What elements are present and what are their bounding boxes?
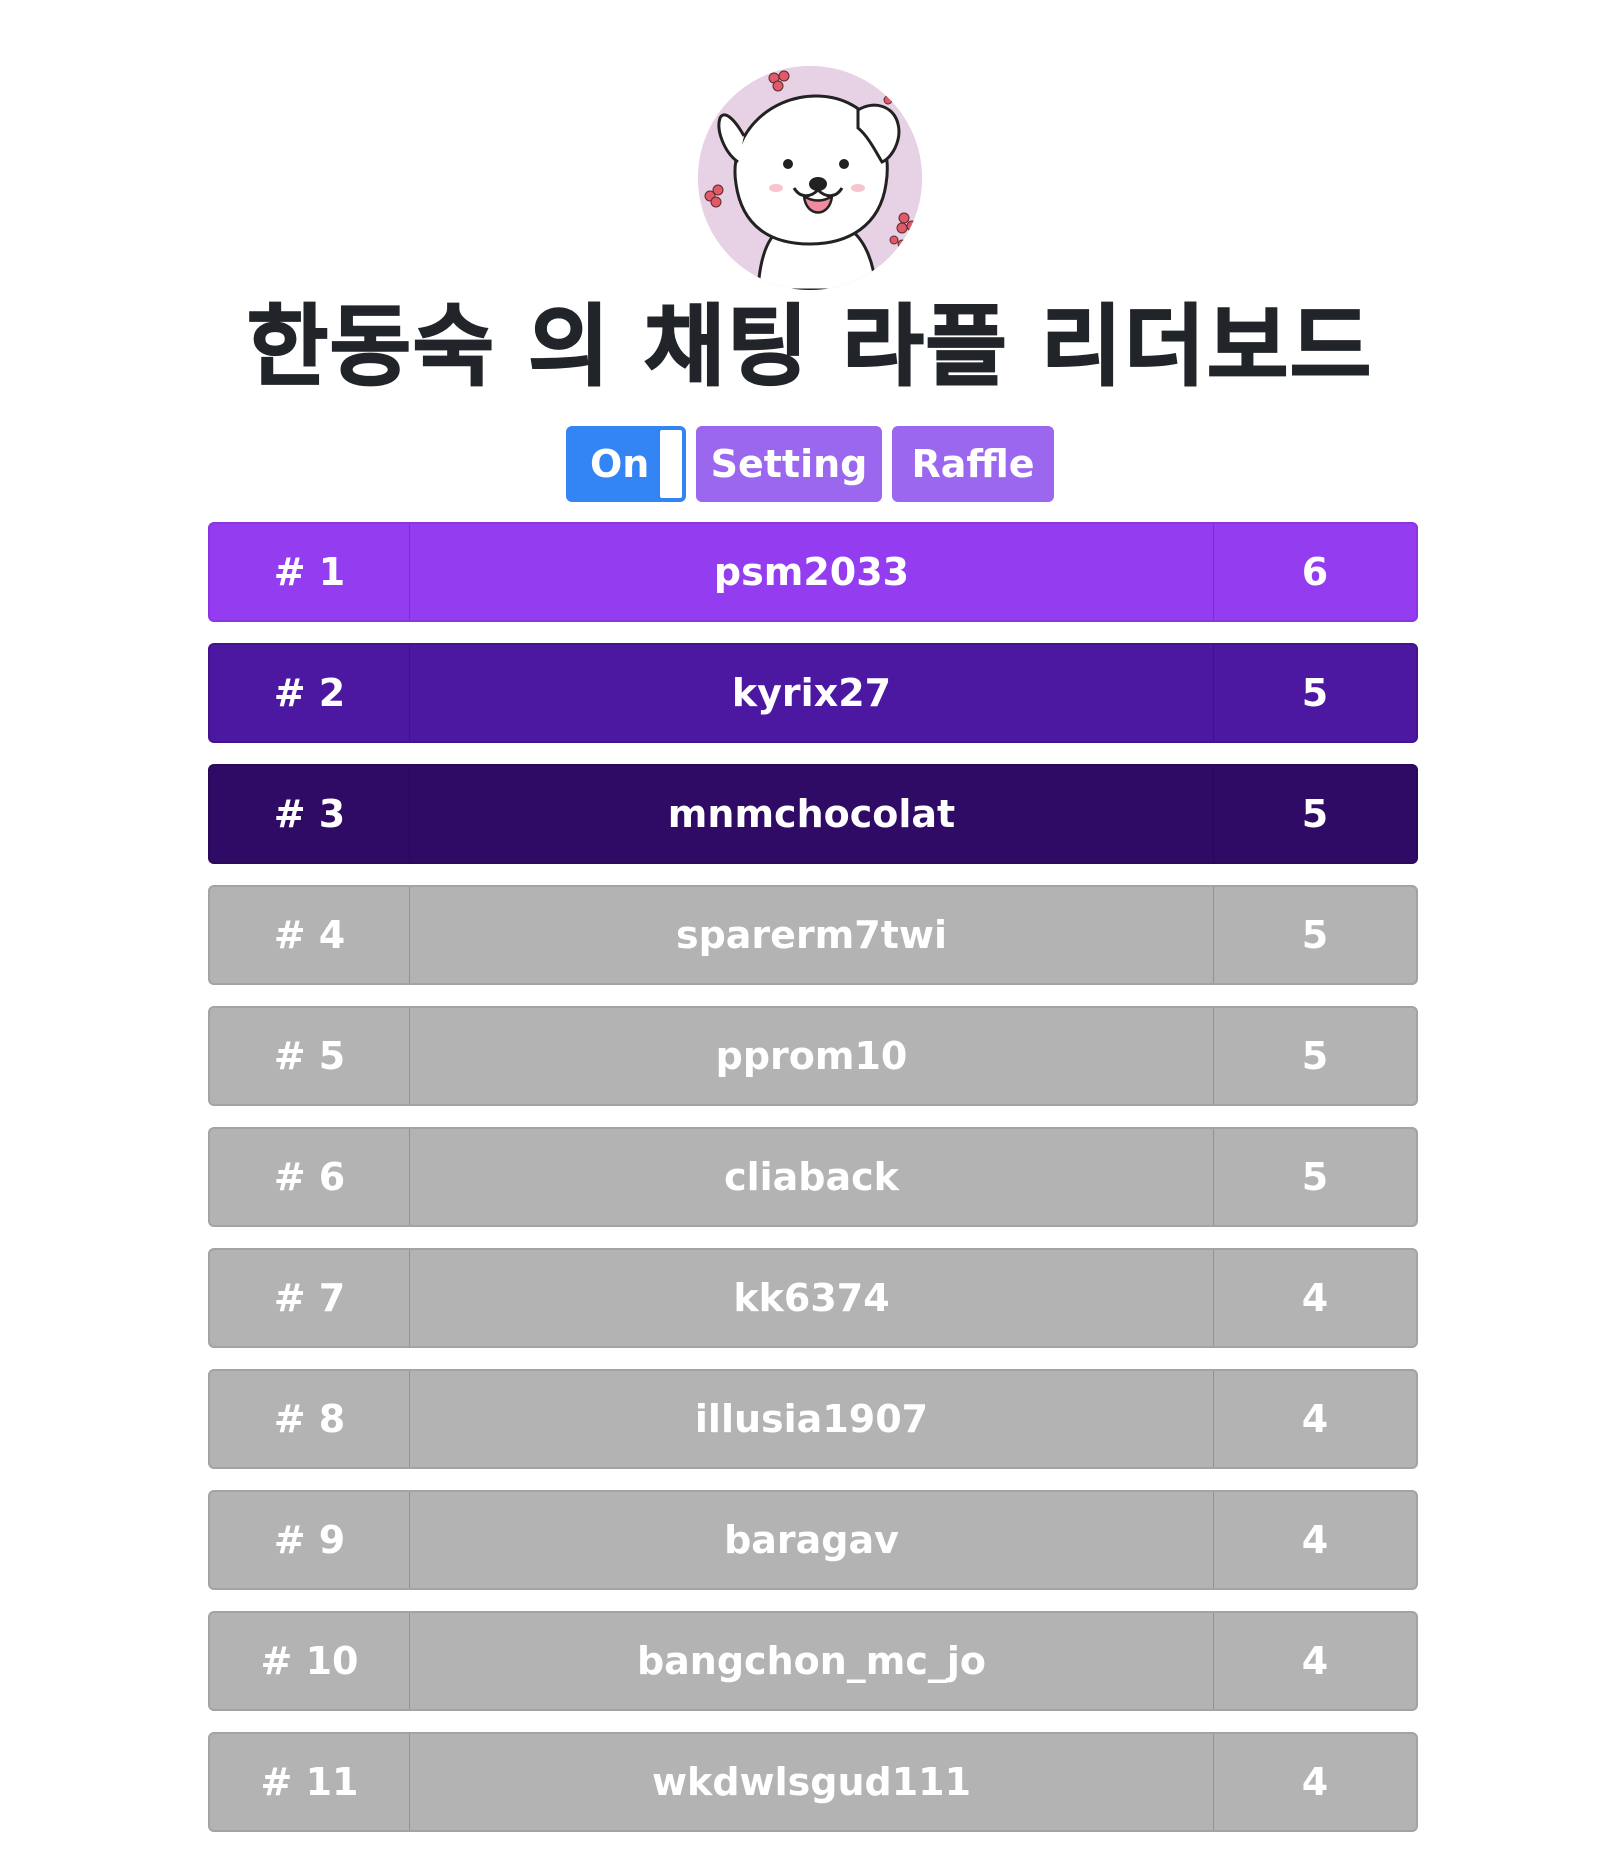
control-bar: On Setting Raffle: [0, 426, 1600, 502]
leaderboard-row: # 1 psm2033 6: [208, 522, 1418, 622]
score-cell: 5: [1301, 1034, 1329, 1078]
rank-cell: # 2: [210, 645, 410, 741]
rank-cell: # 4: [210, 887, 410, 983]
raffle-button[interactable]: Raffle: [892, 426, 1054, 502]
leaderboard-row: # 6 cliaback 5: [208, 1127, 1418, 1227]
dog-avatar: [698, 66, 922, 290]
score-cell: 5: [1301, 1155, 1329, 1199]
rank-cell: # 5: [210, 1008, 410, 1104]
score-cell: 4: [1301, 1397, 1329, 1441]
username-cell: pprom10: [410, 1008, 1214, 1104]
rank-cell: # 1: [210, 524, 410, 620]
score-cell: 5: [1301, 913, 1329, 957]
score-cell: 4: [1301, 1518, 1329, 1562]
leaderboard-row: # 11 wkdwlsgud111 4: [208, 1732, 1418, 1832]
toggle-knob[interactable]: [658, 428, 684, 500]
rank-cell: # 8: [210, 1371, 410, 1467]
username-cell: sparerm7twi: [410, 887, 1214, 983]
page-title: 한동숙 의 채팅 라플 리더보드: [246, 294, 1374, 399]
toggle-label: On: [590, 442, 650, 486]
leaderboard-row: # 7 kk6374 4: [208, 1248, 1418, 1348]
rank-cell: # 7: [210, 1250, 410, 1346]
rank-cell: # 11: [210, 1734, 410, 1830]
username-cell: bangchon_mc_jo: [410, 1613, 1214, 1709]
score-cell: 6: [1301, 550, 1329, 594]
username-cell: mnmchocolat: [410, 766, 1214, 862]
score-cell: 4: [1301, 1276, 1329, 1320]
username-cell: cliaback: [410, 1129, 1214, 1225]
username-cell: wkdwlsgud111: [410, 1734, 1214, 1830]
leaderboard-row: # 9 baragav 4: [208, 1490, 1418, 1590]
leaderboard-row: # 10 bangchon_mc_jo 4: [208, 1611, 1418, 1711]
leaderboard: # 1 psm2033 6 # 2 kyrix27 5 # 3 mnmchoco…: [208, 522, 1418, 1853]
rank-cell: # 9: [210, 1492, 410, 1588]
score-cell: 4: [1301, 1760, 1329, 1804]
leaderboard-row: # 8 illusia1907 4: [208, 1369, 1418, 1469]
username-cell: baragav: [410, 1492, 1214, 1588]
rank-cell: # 6: [210, 1129, 410, 1225]
setting-button[interactable]: Setting: [696, 426, 882, 502]
score-cell: 5: [1301, 671, 1329, 715]
username-cell: illusia1907: [410, 1371, 1214, 1467]
rank-cell: # 3: [210, 766, 410, 862]
rank-cell: # 10: [210, 1613, 410, 1709]
username-cell: psm2033: [410, 524, 1214, 620]
on-toggle-button[interactable]: On: [566, 426, 686, 502]
username-cell: kk6374: [410, 1250, 1214, 1346]
leaderboard-row: # 2 kyrix27 5: [208, 643, 1418, 743]
leaderboard-row: # 4 sparerm7twi 5: [208, 885, 1418, 985]
score-cell: 5: [1301, 792, 1329, 836]
score-cell: 4: [1301, 1639, 1329, 1683]
leaderboard-row: # 5 pprom10 5: [208, 1006, 1418, 1106]
username-cell: kyrix27: [410, 645, 1214, 741]
leaderboard-row: # 3 mnmchocolat 5: [208, 764, 1418, 864]
dog-icon: [698, 66, 922, 290]
